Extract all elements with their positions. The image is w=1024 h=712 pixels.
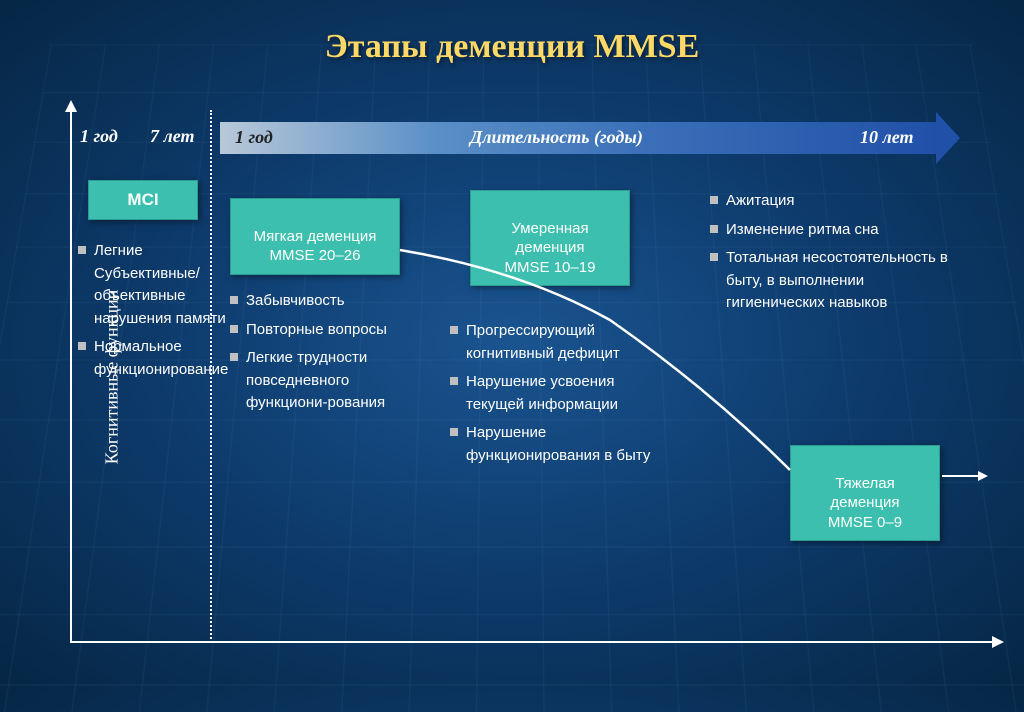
stage-label: Мягкая деменция MMSE 20–26 — [254, 228, 377, 265]
chart-area: Когнитивные функции 1 год 7 лет 1 год Дл… — [70, 110, 994, 643]
continuation-arrow-icon — [942, 475, 980, 477]
symptoms-mild: Забывчивость Повторные вопросы Легкие тр… — [230, 290, 410, 421]
list-item: Тотальная несостоятельность в быту, в вы… — [710, 247, 960, 315]
symptoms-mci: Легние Субъективные/объективные нарушени… — [78, 240, 238, 387]
timeline-center-label: Длительность (годы) — [470, 127, 643, 148]
list-item: Забывчивость — [230, 290, 410, 313]
list-item: Нарушение функционирования в быту — [450, 422, 670, 467]
stage-label: Тяжелая деменция MMSE 0–9 — [828, 475, 902, 531]
stage-box-moderate: Умеренная деменция MMSE 10–19 — [470, 190, 630, 286]
x-axis-arrow-icon — [992, 636, 1004, 648]
list-item: Изменение ритма сна — [710, 219, 960, 242]
symptoms-moderate: Прогрессирующий когнитивный дефицит Нару… — [450, 320, 670, 473]
list-item: Легкие трудности повседневного функциони… — [230, 347, 410, 415]
stage-box-severe: Тяжелая деменция MMSE 0–9 — [790, 445, 940, 541]
list-item: Нарушение усвоения текущей информации — [450, 371, 670, 416]
y-axis-line — [70, 110, 72, 643]
y-axis-arrow-icon — [65, 100, 77, 112]
symptoms-severe: Ажитация Изменение ритма сна Тотальная н… — [710, 190, 960, 321]
list-item: Нормальное функционирование — [78, 336, 238, 381]
stage-label: Умеренная деменция MMSE 10–19 — [505, 220, 596, 276]
x-axis-line — [70, 641, 994, 643]
pre-timeline-right: 7 лет — [150, 126, 195, 147]
timeline-right-label: 10 лет — [860, 127, 914, 148]
pre-timeline-left: 1 год — [80, 126, 118, 147]
list-item: Легние Субъективные/объективные нарушени… — [78, 240, 238, 330]
list-item: Ажитация — [710, 190, 960, 213]
slide-title: Этапы деменции MMSE — [0, 28, 1024, 66]
stage-box-mild: Мягкая деменция MMSE 20–26 — [230, 198, 400, 275]
stage-box-mci: MCI — [88, 180, 198, 220]
list-item: Повторные вопросы — [230, 319, 410, 342]
timeline-left-label: 1 год — [235, 127, 273, 148]
list-item: Прогрессирующий когнитивный дефицит — [450, 320, 670, 365]
stage-label: MCI — [127, 190, 158, 209]
